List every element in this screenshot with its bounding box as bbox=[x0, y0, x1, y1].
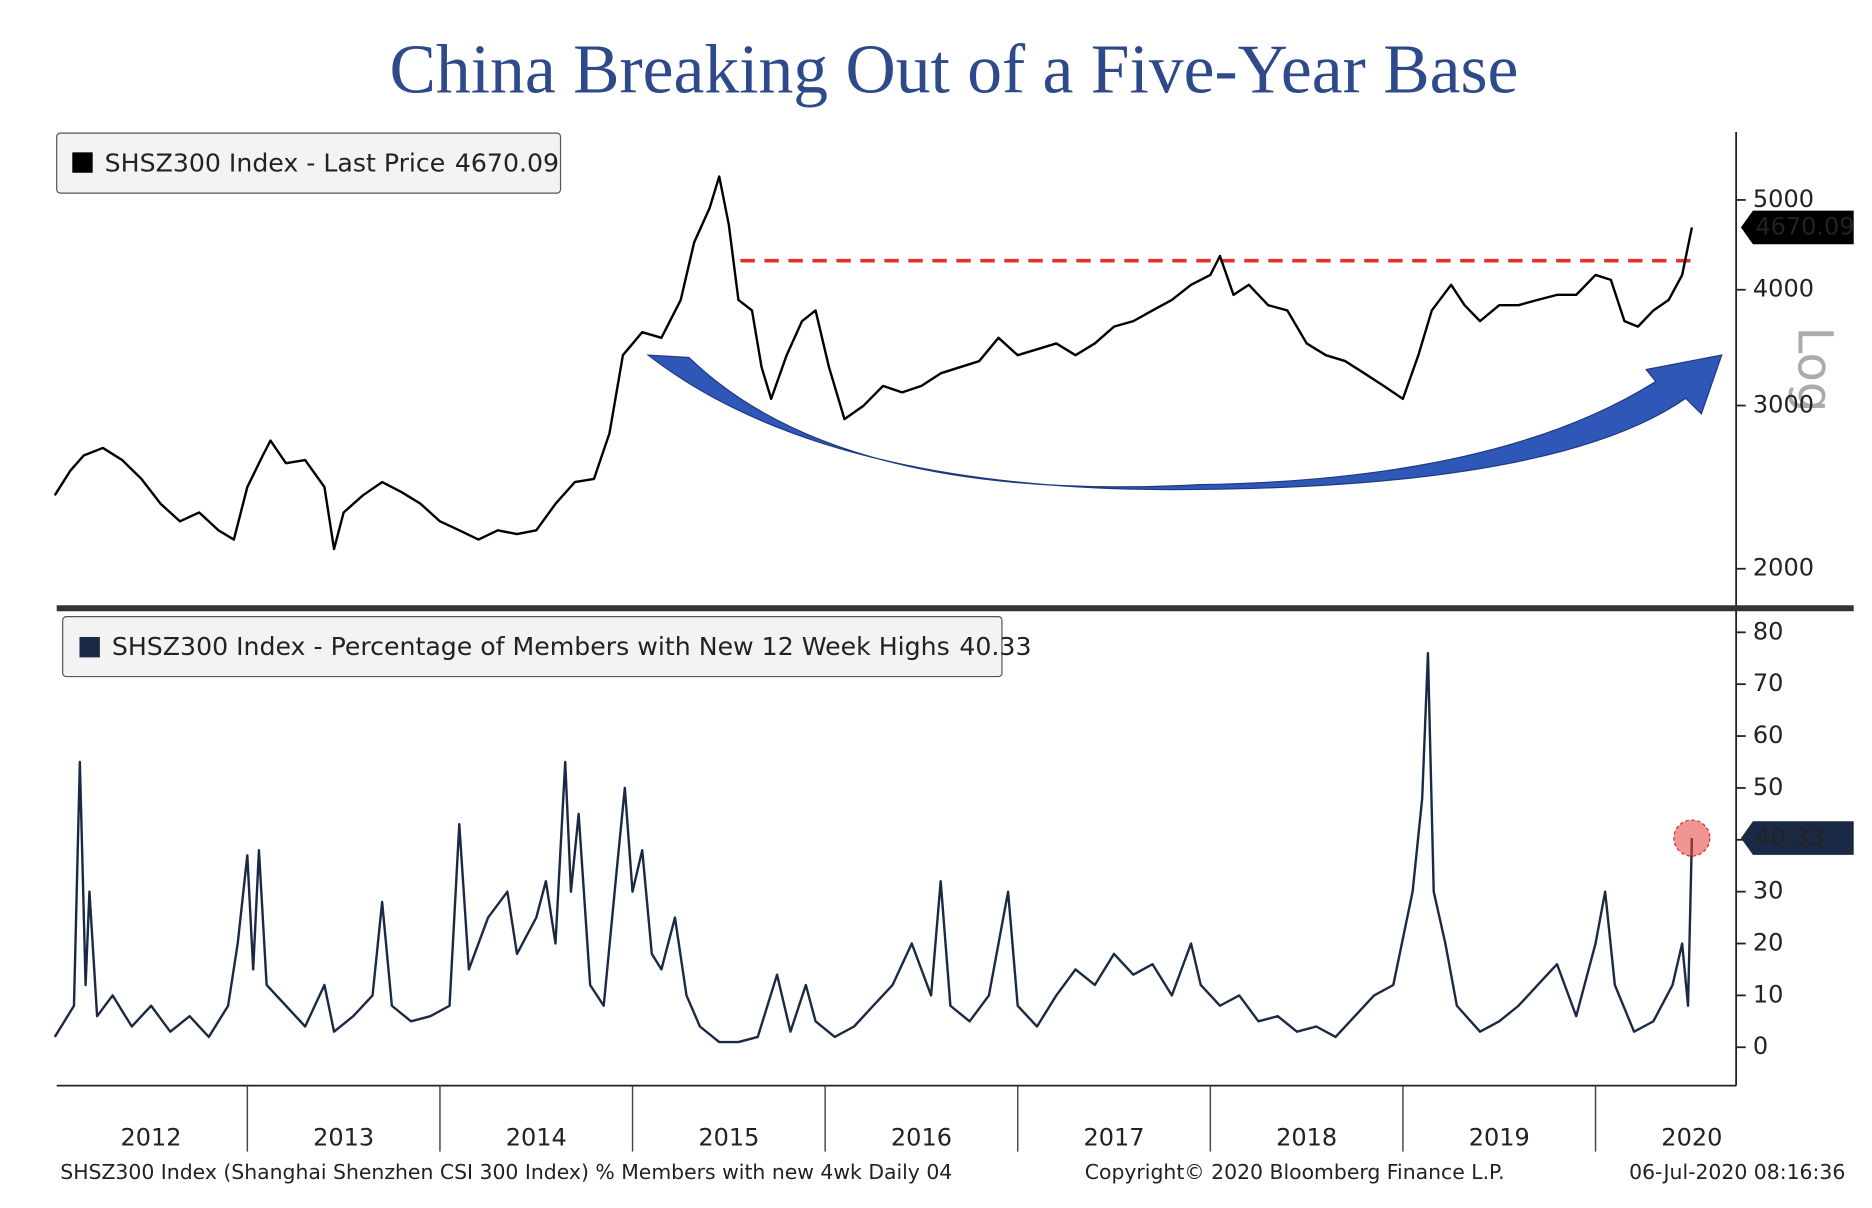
y-tick-label: 4000 bbox=[1753, 275, 1814, 303]
y-tick-label: 3000 bbox=[1753, 391, 1814, 419]
y-tick-label: 2000 bbox=[1753, 554, 1814, 582]
value-tag-label: 4670.09 bbox=[1755, 212, 1854, 240]
x-tick-label: 2013 bbox=[313, 1123, 374, 1151]
value-tag bbox=[1740, 210, 1854, 245]
footer-center: Copyright© 2020 Bloomberg Finance L.P. bbox=[1085, 1160, 1505, 1184]
x-tick-label: 2019 bbox=[1469, 1123, 1530, 1151]
legend-label: SHSZ300 Index - Last Price 4670.09 bbox=[105, 148, 559, 177]
x-tick-label: 2018 bbox=[1276, 1123, 1337, 1151]
x-tick-label: 2016 bbox=[891, 1123, 952, 1151]
footer-left: SHSZ300 Index (Shanghai Shenzhen CSI 300… bbox=[60, 1160, 952, 1184]
x-tick-label: 2012 bbox=[121, 1123, 182, 1151]
legend-name: SHSZ300 Index - Last Price bbox=[105, 148, 446, 177]
y-tick-label: 10 bbox=[1753, 980, 1784, 1008]
footer-right: 06-Jul-2020 08:16:36 bbox=[1629, 1160, 1845, 1184]
x-tick-label: 2015 bbox=[698, 1123, 759, 1151]
legend-box bbox=[62, 615, 1003, 678]
legend-swatch bbox=[79, 636, 100, 658]
legend-value: 40.33 bbox=[959, 632, 1031, 661]
data-line bbox=[53, 651, 1694, 1044]
legend-swatch bbox=[72, 152, 93, 173]
legend-label: SHSZ300 Index - Percentage of Members wi… bbox=[112, 632, 1032, 661]
x-tick-label: 2020 bbox=[1661, 1123, 1722, 1151]
y-tick-label: 20 bbox=[1753, 929, 1784, 957]
value-tag-label: 40.33 bbox=[1755, 823, 1824, 851]
y-tick-label: 60 bbox=[1753, 721, 1784, 749]
legend-value: 4670.09 bbox=[455, 148, 559, 177]
legend-box bbox=[56, 132, 562, 194]
y-tick-label: 70 bbox=[1753, 669, 1784, 697]
y-tick-label: 30 bbox=[1753, 877, 1784, 905]
y-tick-label: 50 bbox=[1753, 773, 1784, 801]
chart-title: China Breaking Out of a Five-Year Base bbox=[390, 32, 1519, 109]
y-tick-label: 80 bbox=[1753, 617, 1784, 645]
base-arrow bbox=[646, 354, 1723, 491]
y-tick-label: 0 bbox=[1753, 1032, 1768, 1060]
data-line bbox=[53, 175, 1694, 551]
x-tick-label: 2017 bbox=[1084, 1123, 1145, 1151]
highlight-marker bbox=[1673, 819, 1711, 857]
y-axis-label: Log bbox=[1787, 327, 1843, 413]
legend-name: SHSZ300 Index - Percentage of Members wi… bbox=[112, 632, 950, 661]
x-tick-label: 2014 bbox=[506, 1123, 567, 1151]
value-tag bbox=[1740, 821, 1854, 855]
y-tick-label: 5000 bbox=[1753, 185, 1814, 213]
